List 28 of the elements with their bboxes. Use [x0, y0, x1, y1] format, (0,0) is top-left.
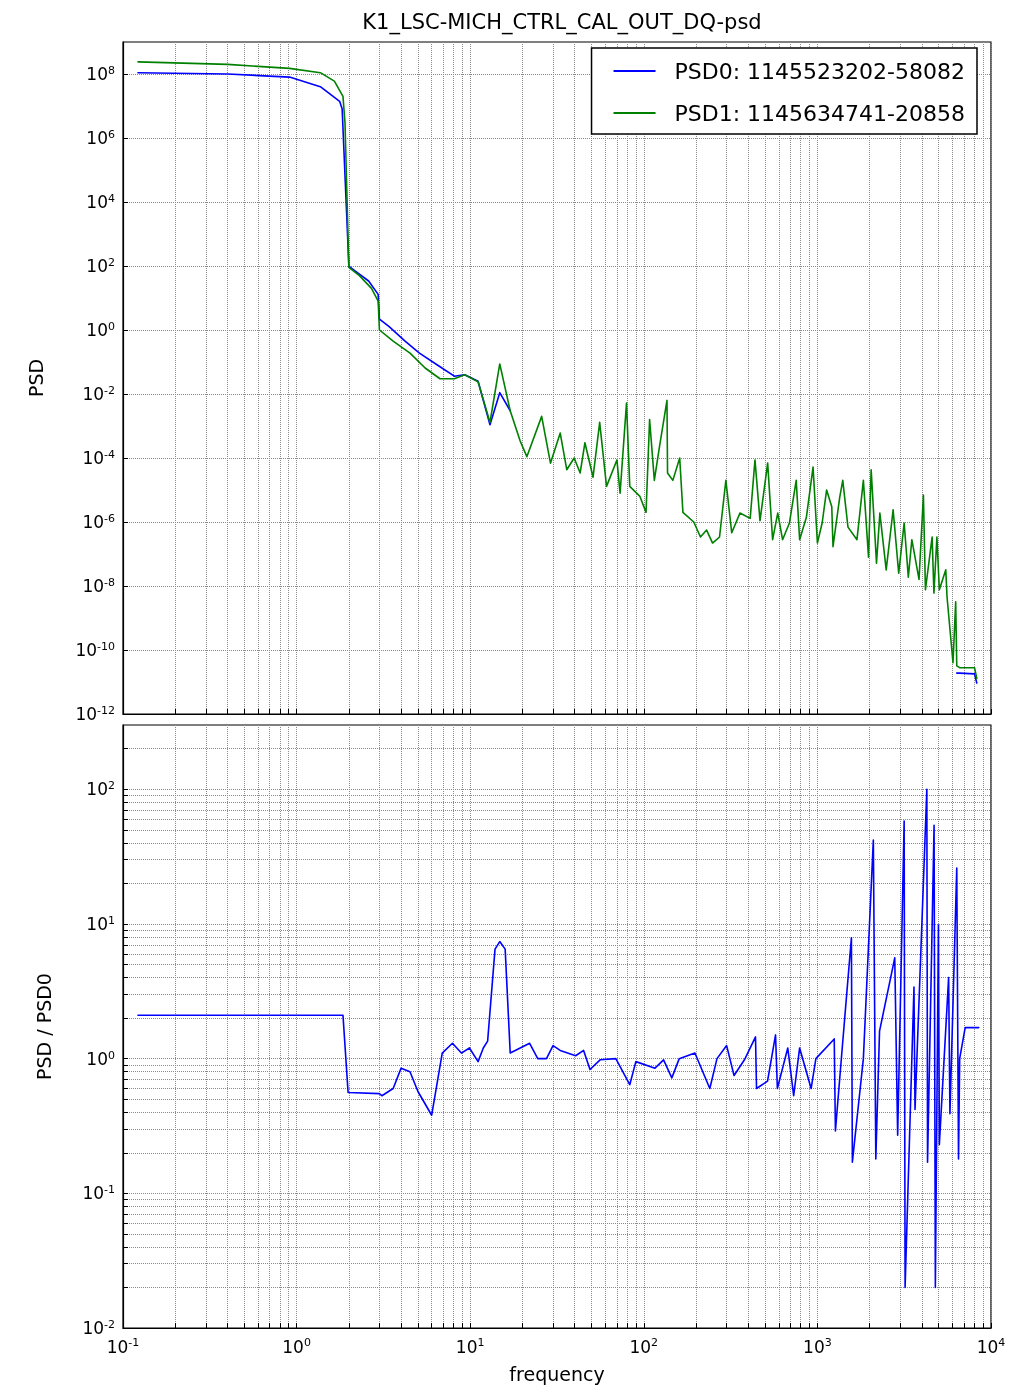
y-tick-label: 10$^{2}$	[86, 778, 115, 800]
x-tick-label: 10$^{4}$	[976, 1336, 1006, 1357]
x-tick-label: 10$^{2}$	[629, 1336, 659, 1357]
y-tick-label: 10$^{-2}$	[82, 1317, 115, 1339]
y-tick-label: 10$^{-1}$	[82, 1182, 115, 1204]
y-tick-label: 10$^{1}$	[86, 913, 115, 935]
x-tick-label: 10$^{3}$	[803, 1336, 832, 1357]
y-tick-label: 10$^{0}$	[86, 319, 115, 341]
y-tick-label: 10$^{4}$	[86, 191, 115, 213]
legend-label: PSD0: 1145523202-58082	[674, 58, 965, 84]
x-tick-label: 10$^{1}$	[455, 1336, 485, 1357]
chart-title: K1_LSC-MICH_CTRL_CAL_OUT_DQ-psd	[362, 9, 762, 35]
y-tick-label: 10$^{0}$	[86, 1048, 115, 1069]
legend-label: PSD1: 1145634741-20858	[674, 100, 965, 126]
y-tick-label: 10$^{8}$	[86, 63, 115, 85]
y-tick-label: 10$^{-12}$	[75, 703, 115, 725]
y-axis-title: PSD / PSD0	[32, 973, 55, 1080]
y-tick-label: 10$^{2}$	[86, 255, 115, 277]
y-tick-label: 10$^{6}$	[86, 127, 115, 149]
y-tick-label: 10$^{-6}$	[82, 511, 115, 533]
y-axis-title: PSD	[24, 358, 47, 398]
y-tick-label: 10$^{-2}$	[82, 383, 115, 405]
y-tick-label: 10$^{-4}$	[82, 447, 115, 469]
x-tick-label: 10$^{-1}$	[106, 1336, 140, 1357]
x-tick-label: 10$^{0}$	[282, 1336, 311, 1357]
x-axis-title: frequency	[509, 1362, 605, 1385]
y-tick-label: 10$^{-8}$	[82, 575, 115, 597]
y-tick-label: 10$^{-10}$	[75, 639, 115, 661]
